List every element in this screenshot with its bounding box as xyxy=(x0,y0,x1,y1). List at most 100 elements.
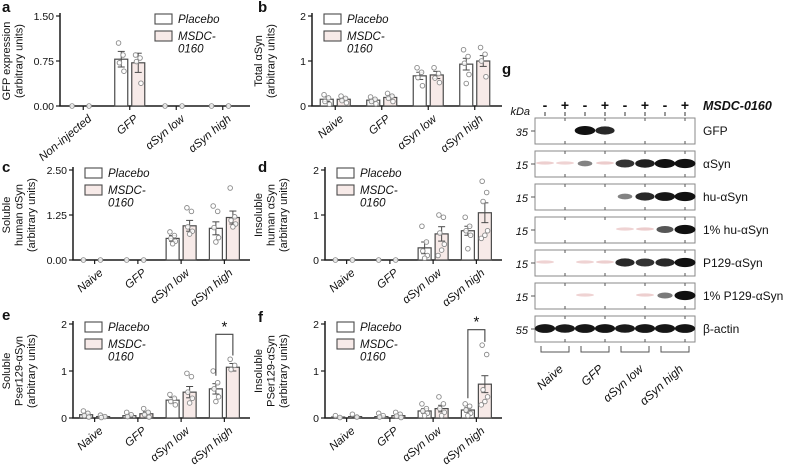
data-point xyxy=(478,58,485,64)
data-point xyxy=(479,178,485,185)
bar-msdc xyxy=(225,366,240,419)
blot-row-label: β-actin xyxy=(703,322,739,336)
data-point xyxy=(467,232,474,238)
legend-label: 0160 xyxy=(347,44,373,56)
blot-band xyxy=(534,324,556,333)
data-point xyxy=(438,412,445,419)
kda-value: 15 xyxy=(516,259,529,271)
x-category-label: GFP xyxy=(367,113,393,138)
data-point xyxy=(484,227,491,234)
panel-f-bar-chart: 0 1 2 Insoluble PSer129-αSyn (arbitrary units… xyxy=(252,312,504,468)
x-category-label: αSyn high xyxy=(188,425,235,467)
y-axis-label: Insoluble xyxy=(253,193,265,237)
legend-swatch-placebo xyxy=(323,13,342,25)
y-tick-label: 0 xyxy=(313,255,319,267)
panel-d-bar-chart: 0 1 2 Insoluble human αSyn (arbitrary units) N… xyxy=(252,158,504,310)
x-category-label: Naive xyxy=(327,267,357,295)
data-point xyxy=(349,257,356,263)
blot-row-label: hu-αSyn xyxy=(703,190,748,204)
legend-swatch-placebo xyxy=(336,321,355,333)
data-point xyxy=(138,80,144,86)
lane-sign: - xyxy=(663,97,668,113)
data-point xyxy=(227,185,233,191)
data-point xyxy=(167,391,173,398)
data-point xyxy=(478,235,485,242)
data-point xyxy=(483,189,490,196)
y-axis-label: (arbitrary units) xyxy=(278,178,290,252)
y-tick-label: 0 xyxy=(313,413,319,425)
legend-label: Placebo xyxy=(108,168,150,180)
data-point xyxy=(465,412,471,419)
data-point xyxy=(437,405,443,412)
blot-band xyxy=(674,290,696,301)
blot-band xyxy=(574,126,596,135)
blot-row-label: αSyn xyxy=(703,157,731,171)
blot-band-faint xyxy=(536,161,554,165)
legend-label: MSDC- xyxy=(108,185,146,197)
data-point xyxy=(228,217,234,224)
legend-swatch-placebo xyxy=(336,167,355,179)
data-point xyxy=(367,94,374,100)
data-point xyxy=(435,70,442,77)
data-point xyxy=(168,235,174,242)
blot-band xyxy=(594,324,616,333)
data-point xyxy=(80,408,87,414)
blot-band xyxy=(634,324,656,333)
data-point xyxy=(392,257,399,263)
data-point xyxy=(185,224,191,230)
data-point xyxy=(432,75,438,81)
legend-swatch-msdc xyxy=(84,184,103,196)
x-category-label: GFP xyxy=(123,267,149,292)
lane-sign: - xyxy=(583,97,588,113)
blot-band-faint xyxy=(636,293,654,297)
data-point xyxy=(462,214,468,221)
data-point xyxy=(116,60,123,66)
data-point xyxy=(349,411,356,417)
data-point xyxy=(398,414,404,421)
blot-band-faint xyxy=(576,293,594,297)
legend-swatch-msdc xyxy=(154,30,173,42)
blot-row-label: 1% P129-αSyn xyxy=(703,289,783,303)
data-point xyxy=(373,100,379,107)
y-axis-label: (arbitrary units) xyxy=(278,334,290,408)
data-point xyxy=(140,405,147,412)
legend-swatch-msdc xyxy=(336,338,355,350)
y-tick-label: 0.00 xyxy=(47,255,68,267)
y-tick-label: 2.50 xyxy=(47,165,68,177)
data-point xyxy=(208,103,215,109)
x-category-label: αSyn low xyxy=(400,267,444,307)
data-point xyxy=(421,412,428,419)
data-point xyxy=(121,68,127,74)
data-point xyxy=(461,60,468,67)
x-category-label: αSyn high xyxy=(439,113,486,155)
x-category-label: Naive xyxy=(327,425,357,453)
data-point xyxy=(463,80,469,87)
data-point xyxy=(184,370,190,377)
y-tick-label: 0 xyxy=(300,101,306,113)
y-tick-label: 2 xyxy=(300,11,306,23)
y-tick-label: 2 xyxy=(313,165,319,177)
data-point xyxy=(146,414,152,420)
panel-label-f: f xyxy=(258,309,263,326)
data-point xyxy=(423,239,430,245)
y-axis-label: (arbitrary units) xyxy=(266,24,278,98)
bar-placebo xyxy=(412,75,427,107)
data-point xyxy=(210,203,216,209)
x-category-label: Naive xyxy=(75,267,105,295)
legend-label: 0160 xyxy=(108,198,134,210)
data-point xyxy=(213,239,219,245)
blot-band xyxy=(674,257,696,268)
data-point xyxy=(69,103,75,109)
blot-band xyxy=(617,193,633,200)
y-axis-label: Insoluble xyxy=(253,349,265,393)
x-category-label: αSyn low xyxy=(144,113,188,153)
kda-value: 15 xyxy=(516,292,529,304)
legend-label: MSDC- xyxy=(360,339,398,351)
kda-header: kDa xyxy=(510,106,530,118)
data-point xyxy=(184,205,190,211)
x-category-label: αSyn high xyxy=(187,113,234,155)
y-tick-label: 1.25 xyxy=(47,210,68,222)
data-point xyxy=(133,58,140,65)
data-point xyxy=(189,395,196,402)
